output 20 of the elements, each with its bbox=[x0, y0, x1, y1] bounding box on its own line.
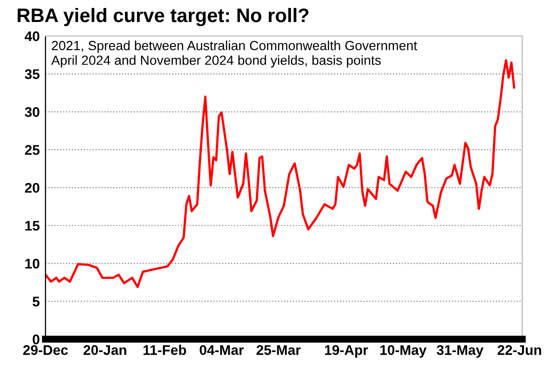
y-tick-label: 40 bbox=[24, 31, 40, 42]
y-tick-label: 15 bbox=[25, 220, 40, 231]
chart-title: RBA yield curve target: No roll? bbox=[18, 8, 308, 26]
y-tick-label: 25 bbox=[24, 145, 40, 155]
x-tick-label: 04-Mar bbox=[200, 345, 244, 355]
x-tick-label: 29-Dec bbox=[23, 345, 68, 355]
x-tick-label: 11-Feb bbox=[144, 344, 186, 355]
y-tick-label: 0 bbox=[32, 334, 40, 344]
x-tick-label: 22-Jun bbox=[498, 345, 542, 355]
text: 2021, Spread between Australian Commonwealth Government April 2024 and November 2024 bond yields, basis points bbox=[51, 40, 418, 68]
x-tick-label: 10-May bbox=[380, 345, 427, 358]
x-tick-label: 31-May bbox=[436, 345, 484, 358]
y-tick-label: 35 bbox=[24, 69, 40, 80]
y-tick-label: 30 bbox=[24, 107, 40, 117]
x-tick-label: 20-Jan bbox=[84, 345, 126, 355]
x-tick-label: 19-Apr bbox=[325, 345, 368, 358]
y-tick-label: 5 bbox=[32, 296, 40, 306]
x-tick-label: 25-Mar bbox=[256, 345, 301, 355]
y-tick-label: 20 bbox=[24, 182, 40, 193]
y-tick-label: 10 bbox=[25, 258, 40, 269]
